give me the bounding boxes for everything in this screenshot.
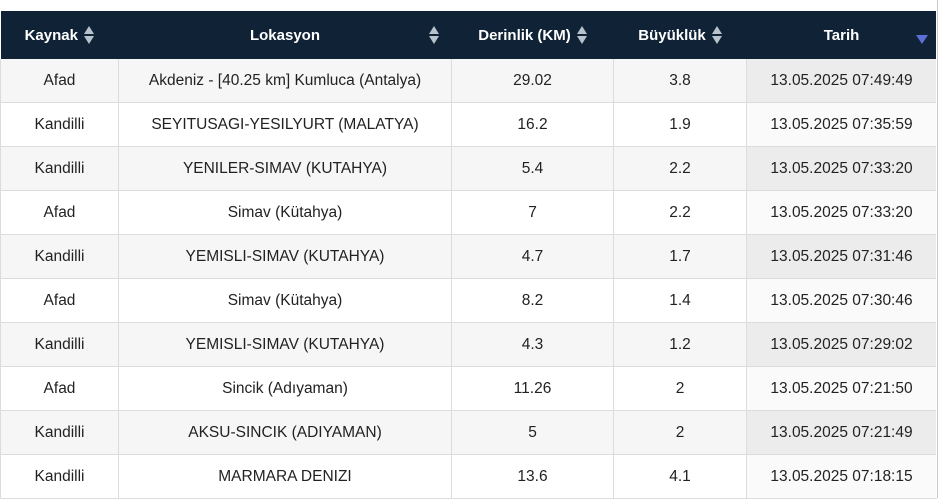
column-header-label: Tarih xyxy=(823,26,860,44)
cell-source: Kandilli xyxy=(0,234,119,279)
cell-depth: 4.7 xyxy=(451,234,614,279)
cell-depth: 11.26 xyxy=(451,366,614,411)
cell-magnitude: 2.2 xyxy=(613,190,747,235)
cell-depth: 8.2 xyxy=(451,278,614,323)
table-body: Afad Akdeniz - [40.25 km] Kumluca (Antaly… xyxy=(0,59,937,499)
cell-source: Kandilli xyxy=(0,146,119,191)
cell-location: YENILER-SIMAV (KUTAHYA) xyxy=(118,146,452,191)
table-row[interactable]: Kandilli MARMARA DENIZI 13.6 4.1 13.05.2025 … xyxy=(0,454,937,499)
cell-magnitude: 1.7 xyxy=(613,234,747,279)
cell-depth: 13.6 xyxy=(451,454,614,499)
cell-source: Afad xyxy=(0,190,119,235)
cell-magnitude: 2 xyxy=(613,410,747,455)
cell-location: Akdeniz - [40.25 km] Kumluca (Antalya) xyxy=(118,59,452,103)
cell-date: 13.05.2025 07:18:15 xyxy=(746,454,937,499)
table-row[interactable]: Kandilli AKSU-SINCIK (ADIYAMAN) 5 2 13.05.20… xyxy=(0,410,937,455)
cell-depth: 7 xyxy=(451,190,614,235)
cell-magnitude: 2 xyxy=(613,366,747,411)
column-header-location[interactable]: Lokasyon xyxy=(118,11,452,59)
column-header-source[interactable]: Kaynak xyxy=(0,11,119,59)
table-row[interactable]: Kandilli SEYITUSAGI-YESILYURT (MALATYA) 16… xyxy=(0,102,937,147)
earthquake-table: Kaynak Lokasyon Derinlik (KM) Büyüklük T… xyxy=(0,11,937,499)
cell-location: YEMISLI-SIMAV (KUTAHYA) xyxy=(118,322,452,367)
cell-source: Kandilli xyxy=(0,102,119,147)
sort-updown-icon[interactable] xyxy=(711,24,722,46)
column-header-date[interactable]: Tarih xyxy=(746,11,937,59)
table-row[interactable]: Kandilli YEMISLI-SIMAV (KUTAHYA) 4.3 1.2 13.… xyxy=(0,322,937,367)
cell-magnitude: 4.1 xyxy=(613,454,747,499)
cell-date: 13.05.2025 07:31:46 xyxy=(746,234,937,279)
cell-depth: 29.02 xyxy=(451,59,614,103)
cell-magnitude: 2.2 xyxy=(613,146,747,191)
column-header-label: Lokasyon xyxy=(249,26,321,44)
column-header-label: Derinlik (KM) xyxy=(478,26,571,44)
cell-magnitude: 3.8 xyxy=(613,59,747,103)
cell-magnitude: 1.4 xyxy=(613,278,747,323)
earthquake-table-container: Kaynak Lokasyon Derinlik (KM) Büyüklük T… xyxy=(0,11,937,499)
table-row[interactable]: Afad Sincik (Adıyaman) 11.26 2 13.05.2025 07… xyxy=(0,366,937,411)
scrollbar-track[interactable] xyxy=(936,0,951,498)
sort-descending-icon[interactable] xyxy=(916,35,928,44)
cell-depth: 4.3 xyxy=(451,322,614,367)
cell-location: Simav (Kütahya) xyxy=(118,278,452,323)
sort-updown-icon[interactable] xyxy=(576,24,587,46)
cell-location: Sincik (Adıyaman) xyxy=(118,366,452,411)
table-row[interactable]: Kandilli YEMISLI-SIMAV (KUTAHYA) 4.7 1.7 13.… xyxy=(0,234,937,279)
cell-location: Simav (Kütahya) xyxy=(118,190,452,235)
column-header-label: Büyüklük xyxy=(638,26,706,44)
cell-date: 13.05.2025 07:33:20 xyxy=(746,146,937,191)
cell-date: 13.05.2025 07:21:49 xyxy=(746,410,937,455)
cell-source: Afad xyxy=(0,59,119,103)
cell-date: 13.05.2025 07:49:49 xyxy=(746,59,937,103)
cell-source: Kandilli xyxy=(0,410,119,455)
cell-date: 13.05.2025 07:30:46 xyxy=(746,278,937,323)
column-header-magnitude[interactable]: Büyüklük xyxy=(613,11,747,59)
column-header-depth[interactable]: Derinlik (KM) xyxy=(451,11,614,59)
table-header-row: Kaynak Lokasyon Derinlik (KM) Büyüklük T… xyxy=(0,11,937,59)
cell-location: SEYITUSAGI-YESILYURT (MALATYA) xyxy=(118,102,452,147)
sort-updown-icon[interactable] xyxy=(83,24,94,46)
cell-depth: 5 xyxy=(451,410,614,455)
cell-depth: 16.2 xyxy=(451,102,614,147)
cell-date: 13.05.2025 07:21:50 xyxy=(746,366,937,411)
cell-source: Kandilli xyxy=(0,454,119,499)
column-header-label: Kaynak xyxy=(24,26,78,44)
cell-depth: 5.4 xyxy=(451,146,614,191)
cell-source: Afad xyxy=(0,278,119,323)
cell-date: 13.05.2025 07:33:20 xyxy=(746,190,937,235)
table-row[interactable]: Afad Akdeniz - [40.25 km] Kumluca (Antaly… xyxy=(0,59,937,103)
cell-source: Afad xyxy=(0,366,119,411)
table-row[interactable]: Afad Simav (Kütahya) 7 2.2 13.05.2025 07:33:… xyxy=(0,190,937,235)
cell-magnitude: 1.2 xyxy=(613,322,747,367)
cell-location: YEMISLI-SIMAV (KUTAHYA) xyxy=(118,234,452,279)
table-row[interactable]: Afad Simav (Kütahya) 8.2 1.4 13.05.2025 07:3… xyxy=(0,278,937,323)
cell-source: Kandilli xyxy=(0,322,119,367)
cell-date: 13.05.2025 07:35:59 xyxy=(746,102,937,147)
sort-updown-icon[interactable] xyxy=(429,24,439,46)
cell-magnitude: 1.9 xyxy=(613,102,747,147)
cell-date: 13.05.2025 07:29:02 xyxy=(746,322,937,367)
table-row[interactable]: Kandilli YENILER-SIMAV (KUTAHYA) 5.4 2.2 13.… xyxy=(0,146,937,191)
cell-location: MARMARA DENIZI xyxy=(118,454,452,499)
cell-location: AKSU-SINCIK (ADIYAMAN) xyxy=(118,410,452,455)
